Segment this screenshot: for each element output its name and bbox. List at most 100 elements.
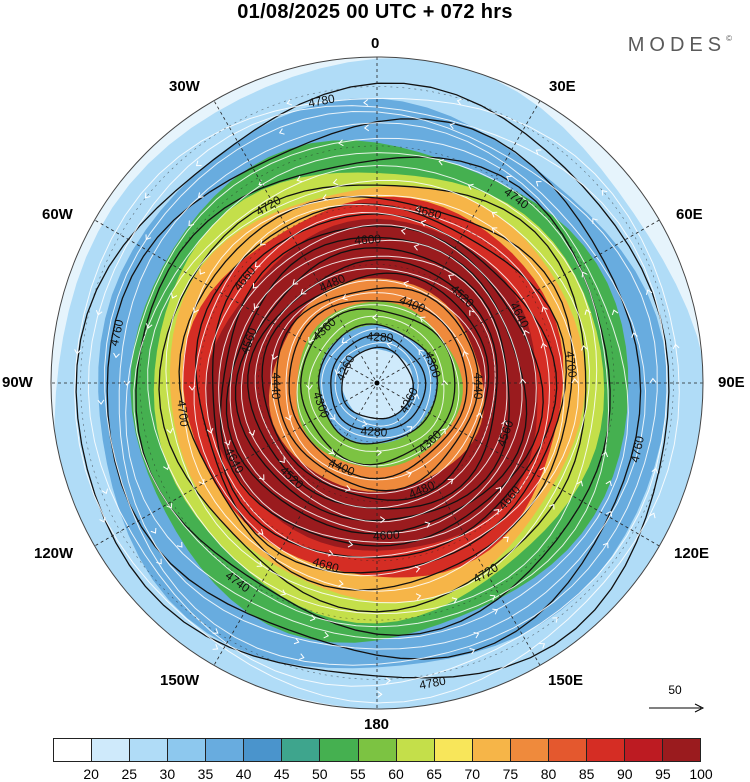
latitude-circle bbox=[317, 323, 437, 443]
streamline-arrow bbox=[415, 205, 422, 213]
colorbar-cell bbox=[472, 739, 511, 761]
colorbar-label: 70 bbox=[464, 766, 481, 782]
streamline-arrow bbox=[292, 279, 299, 285]
streamline-arrow bbox=[403, 280, 409, 288]
streamline-arrow bbox=[492, 608, 499, 615]
colorbar-cell bbox=[244, 739, 283, 761]
streamline bbox=[296, 304, 460, 467]
streamline-arrow bbox=[188, 385, 196, 391]
streamline-arrow bbox=[144, 192, 151, 199]
pole-marker bbox=[374, 380, 380, 386]
colorbar-label: 90 bbox=[616, 766, 633, 782]
colorbar-cell bbox=[586, 739, 625, 761]
streamline-arrow bbox=[580, 345, 588, 351]
streamline-arrow bbox=[469, 310, 475, 316]
colorbar-label: 65 bbox=[426, 766, 442, 782]
latitude-circle bbox=[80, 86, 674, 680]
colorbar-cell bbox=[130, 739, 169, 761]
streamline bbox=[193, 203, 565, 577]
streamline-arrow bbox=[581, 271, 588, 278]
streamline-arrow bbox=[440, 428, 446, 434]
streamline-arrow bbox=[342, 294, 348, 301]
streamline-arrow bbox=[123, 380, 131, 386]
streamline-arrow bbox=[377, 690, 383, 698]
streamline-arrow bbox=[412, 393, 420, 400]
colorbar-cell bbox=[663, 739, 701, 761]
streamline-arrow bbox=[447, 478, 454, 485]
streamline-arrow bbox=[253, 303, 260, 309]
streamline-arrow bbox=[309, 614, 316, 622]
contour-label: 4700 bbox=[174, 399, 191, 428]
streamline-arrow bbox=[188, 220, 194, 227]
streamline bbox=[229, 239, 523, 534]
streamline-arrow bbox=[363, 124, 370, 132]
contour-label: 4600 bbox=[373, 527, 401, 543]
colorbar-label: 45 bbox=[273, 766, 290, 782]
streamline-arrow bbox=[298, 653, 305, 660]
colorbar-cell bbox=[320, 739, 359, 761]
streamline bbox=[334, 342, 419, 427]
contour-label: 4600 bbox=[354, 232, 382, 248]
colorbar-cell bbox=[510, 739, 549, 761]
streamline-arrow bbox=[645, 289, 653, 295]
colorbar-label: 30 bbox=[159, 766, 176, 782]
streamline-arrow bbox=[535, 181, 542, 187]
wind-speed-bands bbox=[54, 58, 703, 709]
contour-4280 bbox=[330, 334, 427, 431]
streamline-arrow bbox=[605, 480, 612, 487]
streamline-arrow bbox=[469, 647, 476, 655]
streamline-arrow bbox=[651, 467, 659, 474]
streamline-arrow bbox=[601, 189, 608, 196]
streamline-arrow bbox=[305, 384, 313, 390]
contour-label: 4760 bbox=[107, 318, 127, 347]
streamline-arrow bbox=[541, 306, 548, 313]
colorbar-label: 80 bbox=[540, 766, 557, 782]
streamline-arrow bbox=[420, 219, 427, 227]
streamline-arrow bbox=[501, 420, 508, 426]
streamline-arrow bbox=[166, 502, 173, 509]
streamline bbox=[147, 164, 598, 615]
streamline bbox=[87, 105, 668, 687]
contour-4780 bbox=[75, 82, 670, 679]
lon-label-60e: 60E bbox=[676, 206, 703, 223]
streamline bbox=[182, 194, 580, 592]
streamline-arrow bbox=[611, 309, 619, 316]
streamline-arrow bbox=[379, 516, 386, 524]
streamline bbox=[254, 267, 496, 509]
streamline-arrow bbox=[113, 352, 120, 359]
contour-4740 bbox=[135, 156, 611, 637]
colorbar-label: 25 bbox=[121, 766, 138, 782]
contour-4360 bbox=[300, 308, 456, 466]
colorbar-label: 95 bbox=[655, 766, 671, 782]
reference-vector-label: 50 bbox=[668, 683, 682, 697]
contour-4640 bbox=[219, 225, 544, 547]
streamline-arrow bbox=[418, 349, 425, 356]
contour-label: 4760 bbox=[628, 434, 648, 463]
streamline-arrow bbox=[150, 527, 157, 534]
streamline-arrow bbox=[206, 427, 214, 434]
contour-label: 4700 bbox=[562, 350, 579, 379]
streamline-arrow bbox=[602, 542, 609, 549]
streamline-arrow bbox=[199, 269, 206, 275]
streamline-arrow bbox=[195, 160, 202, 167]
brand-name: MODES bbox=[627, 34, 727, 56]
colorbar-label: 55 bbox=[350, 766, 366, 782]
contour-label: 4780 bbox=[418, 674, 447, 693]
streamline-arrow bbox=[341, 337, 348, 344]
streamline-arrow bbox=[419, 316, 426, 323]
brand-logo: MODES© bbox=[628, 34, 732, 57]
lon-label-120w: 120W bbox=[34, 545, 74, 562]
streamline-arrow bbox=[539, 466, 546, 473]
colorbar-label: 60 bbox=[388, 766, 404, 782]
streamline-arrow bbox=[424, 521, 431, 528]
colorbar-cell bbox=[358, 739, 397, 761]
streamline bbox=[125, 137, 629, 640]
streamline-arrow bbox=[672, 343, 680, 350]
streamline-arrow bbox=[413, 244, 420, 251]
streamline-arrow bbox=[192, 307, 200, 314]
reference-vector: 50 bbox=[645, 683, 705, 713]
streamline-arrow bbox=[441, 380, 449, 386]
streamline-arrow bbox=[300, 288, 307, 295]
streamline-arrow bbox=[74, 349, 81, 355]
contour-4300 bbox=[318, 323, 438, 445]
